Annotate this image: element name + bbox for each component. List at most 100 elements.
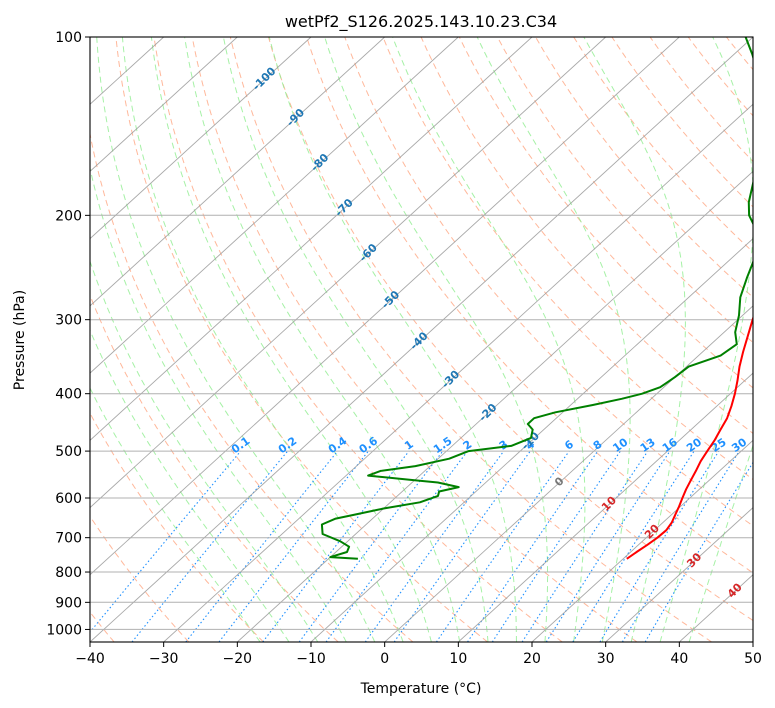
mixing-ratio-line — [218, 450, 369, 642]
isotherm-line — [605, 506, 753, 642]
plot-area: 0.1 0.2 0.4 0.6 1 1.5 2 3 4 6 8 10 13 16 20 25 30 36-100-… — [90, 37, 775, 642]
mixing-ratio-label: 8 — [591, 438, 605, 453]
isotherm-line — [90, 37, 607, 509]
dry-adiabat-line — [382, 37, 753, 481]
x-axis-title: Temperature (°C) — [360, 681, 482, 697]
y-tick-label: 500 — [55, 444, 82, 460]
isotherm-line — [457, 372, 753, 642]
moist-adiabat-line — [90, 387, 261, 642]
x-tick-label: 10 — [449, 651, 467, 667]
y-tick-label: 700 — [55, 531, 82, 547]
mixing-ratio-label: 16 — [660, 435, 680, 455]
dry-adiabat-line — [573, 37, 753, 253]
dewpoint-profile-line — [320, 37, 753, 560]
moist-adiabat-line — [150, 37, 432, 642]
moist-adiabat-line — [96, 37, 376, 642]
mixing-ratio-line — [185, 450, 339, 642]
x-tick-label: 0 — [380, 651, 389, 667]
mixing-ratio-line — [572, 450, 695, 642]
x-tick-label: −30 — [149, 651, 179, 667]
mixing-ratio-label: 0.4 — [326, 434, 350, 456]
mixing-ratio-line — [364, 450, 505, 642]
mixing-ratio-line — [435, 450, 570, 642]
isotherm-line — [531, 439, 753, 642]
dry-adiabat-line — [90, 131, 414, 642]
mixing-ratio-label: 1.5 — [431, 434, 454, 456]
isotherm-line — [384, 305, 753, 642]
y-tick-label: 400 — [55, 387, 82, 403]
isotherm-line — [163, 103, 753, 642]
mixing-ratio-lines — [90, 450, 753, 642]
pressure-gridlines — [90, 37, 753, 630]
y-tick-label: 100 — [55, 30, 82, 46]
dry-adiabat-line — [535, 37, 753, 298]
isotherm-line — [90, 37, 680, 576]
isotherm-line — [90, 37, 238, 173]
y-tick-label: 900 — [55, 595, 82, 611]
y-axis-title: Pressure (hPa) — [12, 290, 28, 390]
mixing-ratio-line — [621, 450, 740, 642]
dry-adiabat-line — [765, 37, 775, 642]
isotherm-line — [90, 37, 459, 374]
moist-adiabat-line — [392, 37, 586, 642]
moist-adiabat-line — [476, 37, 631, 642]
dry-adiabat-line — [649, 37, 753, 163]
mixing-ratio-label: 20 — [684, 435, 704, 455]
dry-adiabat-line — [420, 37, 753, 435]
dry-adiabat-line — [306, 37, 753, 574]
mixing-ratio-line — [521, 450, 649, 642]
x-tick-label: 20 — [523, 651, 541, 667]
dry-adiabat-line — [229, 37, 712, 642]
y-tick-label: 800 — [55, 565, 82, 581]
dry-adiabat-line — [268, 37, 753, 622]
mixing-ratio-label: 0.2 — [276, 434, 299, 456]
isotherm-label: -100 — [250, 64, 279, 93]
dry-adiabat-line — [115, 37, 488, 642]
mixing-ratio-line — [599, 450, 720, 642]
y-tick-label: 300 — [55, 313, 82, 329]
isotherm-line — [90, 37, 312, 240]
moist-adiabat-line — [90, 165, 347, 642]
dry-adiabat-line — [726, 37, 753, 71]
isotherm-line — [236, 170, 753, 642]
isotherm-line — [90, 37, 386, 307]
mixing-ratio-line — [545, 450, 671, 642]
moist-adiabat-line — [659, 37, 753, 642]
isotherm-line — [90, 37, 533, 441]
x-tick-label: −40 — [75, 651, 105, 667]
mixing-ratio-label: 30 — [729, 435, 749, 455]
moist-adiabat-line — [90, 259, 319, 642]
moist-adiabat-line — [184, 37, 461, 642]
mixing-ratio-line — [262, 450, 410, 642]
plot-frame — [89, 36, 754, 643]
x-tick-label: 30 — [597, 651, 615, 667]
chart-title: wetPf2_S126.2025.143.10.23.C34 — [285, 12, 557, 32]
y-tick-label: 600 — [55, 491, 82, 507]
moist-adiabat-line — [324, 37, 549, 642]
x-tick-label: −20 — [223, 651, 253, 667]
mixing-ratio-label: 0.1 — [229, 434, 252, 456]
y-tick-label: 200 — [55, 208, 82, 224]
moist-adiabat-line — [222, 37, 489, 642]
isotherm-line — [752, 641, 753, 642]
mixing-ratio-line — [325, 450, 468, 642]
mixing-ratio-line — [491, 450, 621, 642]
y-axis: 100 200 300 400 500 600 700 800 900 1000 — [46, 30, 90, 638]
mixing-ratio-line — [131, 450, 289, 642]
dry-adiabat-line — [90, 515, 190, 642]
dry-adiabat-line — [153, 37, 563, 642]
x-tick-label: 40 — [670, 651, 688, 667]
x-tick-label: −10 — [296, 651, 326, 667]
dry-adiabat-line — [90, 412, 264, 642]
mixing-ratio-label: 6 — [562, 438, 576, 453]
x-tick-label: 50 — [744, 651, 762, 667]
moist-adiabat-line — [583, 37, 686, 642]
mixing-ratio-label: 10 — [610, 435, 630, 455]
isotherms — [90, 37, 753, 642]
sounding-series — [320, 37, 753, 560]
moist-adiabat-line — [121, 37, 404, 642]
mixing-ratio-line — [467, 450, 599, 642]
moist-adiabat-line — [268, 37, 517, 642]
mixing-ratio-label: 13 — [638, 436, 658, 455]
dry-adiabat-line — [496, 37, 753, 344]
